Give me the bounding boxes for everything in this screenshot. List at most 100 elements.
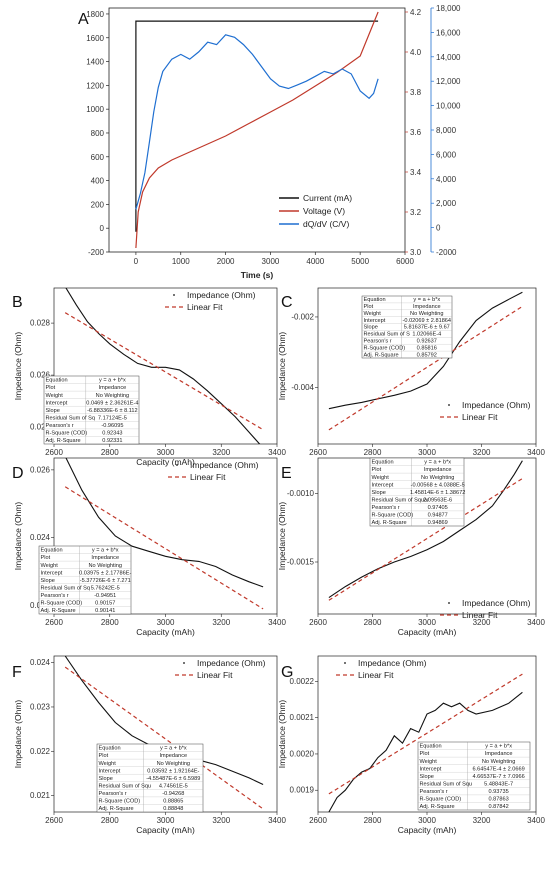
stats-key: Residual Sum of Squ — [420, 781, 473, 787]
y-axis-label: Impedance (Ohm) — [13, 332, 23, 401]
x-tick-label: 3400 — [527, 816, 545, 825]
legend: Impedance (Ohm) Linear Fit — [440, 400, 531, 422]
x-axis-label: Capacity (mAh) — [398, 825, 457, 835]
stats-key: Weight — [364, 311, 382, 317]
x-tick-label: 3400 — [268, 618, 286, 627]
stats-value: y = a + b*x — [413, 297, 440, 303]
stats-key: Pearson's r — [364, 339, 392, 345]
stats-key: Weight — [99, 761, 117, 767]
panel-tag: B — [12, 294, 23, 311]
stats-table-box — [43, 375, 140, 445]
panel-a-xlabel: Time (s) — [241, 270, 274, 280]
stats-value: Impedance — [413, 304, 441, 310]
stats-key: Intercept — [41, 570, 63, 576]
legend-impedance-label: Impedance (Ohm) — [462, 598, 531, 608]
stats-value: 5.81637E-6 ± 9.67 — [404, 325, 450, 331]
panel-a-ytick-right2-label: 16,000 — [436, 28, 461, 37]
y-axis-label: Impedance (Ohm) — [13, 502, 23, 571]
panel-a-ytick-right2-label: 12,000 — [436, 77, 461, 86]
stats-key: R-Square (COD) — [364, 345, 406, 351]
panel-a-ytick-right2-label: 2,000 — [436, 199, 457, 208]
panel-a-ytick-left-label: 1000 — [86, 105, 104, 114]
panel-a-legend-label: Voltage (V) — [303, 206, 345, 216]
x-axis-label: Capacity (mAh) — [136, 825, 195, 835]
x-tick-label: 2800 — [364, 448, 382, 457]
panel-a-xtick-label: 2000 — [217, 257, 235, 266]
x-tick-label: 2800 — [101, 448, 119, 457]
stats-value: 0.0469 ± 2.36261E-4 — [86, 400, 138, 406]
stats-value: No Weighting — [482, 759, 515, 765]
stats-key: Equation — [46, 378, 68, 384]
x-tick-label: 2800 — [101, 816, 119, 825]
stats-key: Adj. R-Square — [364, 352, 399, 358]
legend-impedance-marker — [448, 404, 450, 406]
x-tick-label: 2800 — [101, 618, 119, 627]
x-tick-label: 3000 — [418, 816, 436, 825]
legend-fit-label: Linear Fit — [197, 670, 233, 680]
stats-key: Adj. R-Square — [41, 608, 76, 614]
panel-a-ytick-right2-label: 0 — [436, 224, 441, 233]
legend-impedance-marker — [448, 602, 450, 604]
stats-value: No Weighting — [421, 475, 454, 481]
stats-value: 0.85792 — [417, 352, 437, 358]
stats-key: Slope — [46, 408, 60, 414]
stats-key: Adj. R-Square — [420, 804, 455, 810]
impedance-line — [328, 291, 523, 410]
legend: Impedance (Ohm) Linear Fit — [168, 460, 259, 482]
panel-a-ytick-left-label: 1200 — [86, 81, 104, 90]
panel-a-ytick-left-label: 1400 — [86, 58, 104, 67]
stats-key: Pearson's r — [46, 423, 74, 429]
panel-e: E 2600 2800 3000 3200 3400 -0.0015 -0.0010 Capac… — [277, 457, 545, 637]
x-tick-label: 3200 — [473, 448, 491, 457]
stats-value: 0.03975 ± 2.17786E- — [79, 570, 131, 576]
panel-tag: C — [281, 294, 293, 311]
y-tick-label: 0.026 — [30, 465, 51, 474]
stats-key: R-Square (COD) — [46, 431, 88, 437]
stats-key: Intercept — [372, 482, 394, 488]
stats-key: Residual Sum of S — [364, 332, 411, 338]
linear-fit-line — [328, 477, 523, 601]
stats-key: Equation — [372, 460, 394, 466]
stats-key: Equation — [364, 297, 386, 303]
y-tick-label: -0.002 — [291, 312, 314, 321]
stats-value: 0.90157 — [95, 601, 115, 607]
stats-value: 0.88848 — [163, 806, 183, 812]
panel-a-legend-label: Current (mA) — [303, 193, 352, 203]
panel-c: C26002800300032003400-0.004-0.002Capacit… — [277, 287, 545, 467]
stats-table-box — [38, 545, 132, 615]
stats-key: Slope — [372, 490, 386, 496]
stats-key: Equation — [41, 548, 63, 554]
x-axis-label: Capacity (mAh) — [136, 457, 195, 467]
stats-key: Pearson's r — [372, 505, 400, 511]
stats-value: y = a + b*x — [92, 548, 119, 554]
legend-impedance-marker — [173, 294, 175, 296]
panel-a-ytick-right1-label: 3.0 — [410, 248, 422, 257]
stats-value: y = a + b*x — [424, 460, 451, 466]
stats-key: Intercept — [364, 318, 386, 324]
panel-tag: G — [281, 664, 293, 681]
stats-value: -5.37726E-6 ± 7.271 — [80, 578, 131, 584]
stats-value: 0.92343 — [102, 431, 122, 437]
stats-value: 0.03592 ± 1.92164E- — [147, 768, 199, 774]
y-tick-label: 0.021 — [30, 791, 51, 800]
panel-a-ytick-left-label: 800 — [91, 129, 105, 138]
panel-a-ytick-right2-label: 4,000 — [436, 175, 457, 184]
legend-impedance-label: Impedance (Ohm) — [190, 460, 259, 470]
legend-fit-label: Linear Fit — [187, 302, 223, 312]
stats-value: 0.94869 — [428, 520, 448, 526]
panel-a-ytick-right2-label: 8,000 — [436, 126, 457, 135]
legend-fit-label: Linear Fit — [358, 670, 394, 680]
stats-key: Slope — [99, 776, 113, 782]
stats-value: -6.88336E-6 ± 8.112 — [87, 408, 138, 414]
legend: Impedance (Ohm) Linear Fit — [165, 290, 256, 312]
y-tick-label: 0.0019 — [290, 786, 315, 795]
stats-value: 0.90141 — [95, 608, 115, 614]
y-axis-label: Impedance (Ohm) — [277, 502, 287, 571]
stats-value: 0.87842 — [489, 804, 509, 810]
legend-impedance-label: Impedance (Ohm) — [197, 658, 266, 668]
y-tick-label: 0.024 — [30, 533, 51, 542]
panel-a-ytick-right2-label: 18,000 — [436, 4, 461, 13]
stats-key: Weight — [420, 759, 438, 765]
x-tick-label: 3200 — [212, 448, 230, 457]
